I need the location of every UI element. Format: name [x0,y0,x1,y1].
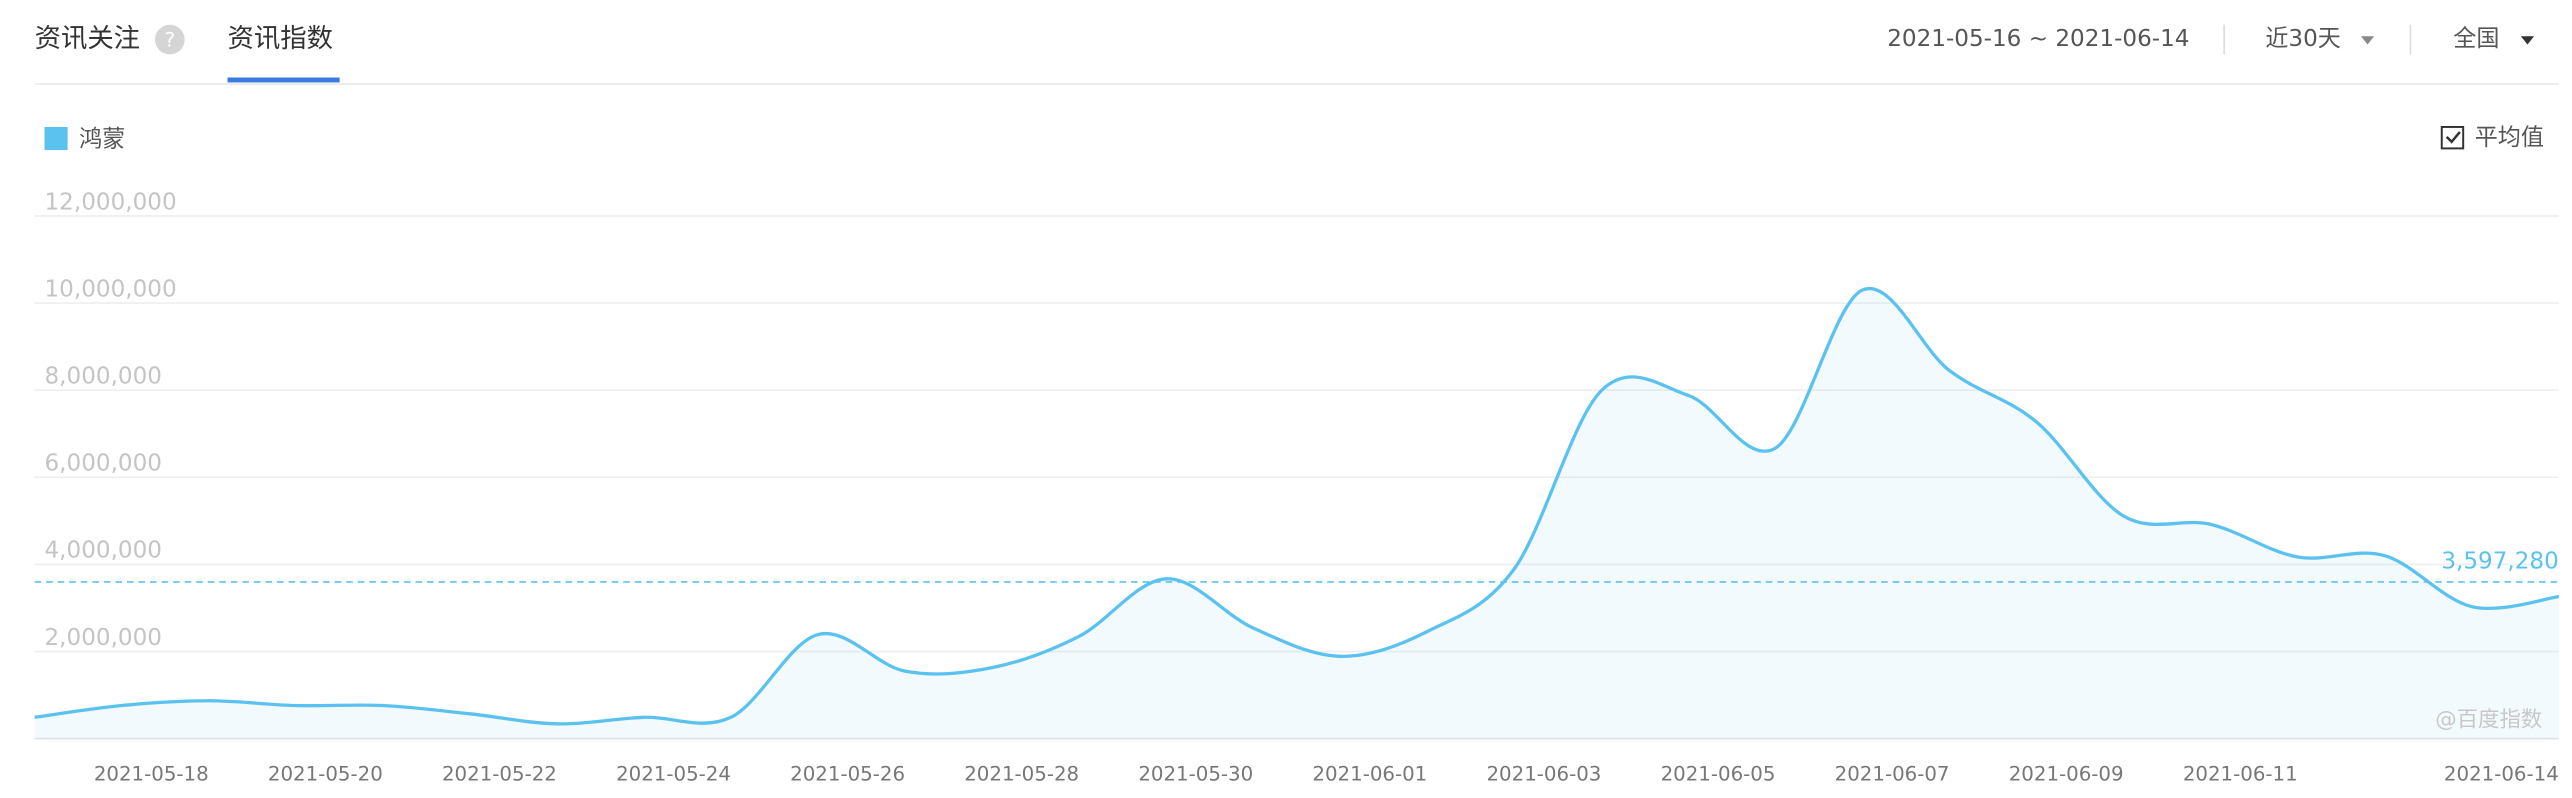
y-tick-label: 4,000,000 [45,538,162,564]
x-tick-label: 2021-06-14 [2444,762,2559,785]
x-tick-label: 2021-05-20 [268,762,383,785]
tab[interactable]: 资讯关注 [35,24,140,54]
x-tick-label: 2021-05-18 [94,762,209,785]
dropdown-arrow [2520,36,2535,45]
x-tick-label: 2021-06-05 [1661,762,1776,785]
y-tick-label: 2,000,000 [45,625,162,651]
period-select[interactable]: 近30天 [2265,26,2341,52]
x-tick-label: 2021-06-07 [1835,762,1950,785]
dropdown-arrow [2360,36,2375,45]
region-select[interactable]: 全国 [2453,26,2499,52]
tab-underline [227,77,340,83]
x-tick-label: 2021-06-03 [1486,762,1601,785]
x-tick-label: 2021-05-24 [616,762,731,785]
y-tick-label: 12,000,000 [45,189,177,215]
line-series [34,286,2560,726]
help-icon[interactable] [154,24,185,55]
checkbox[interactable] [2440,125,2465,150]
x-tick-label: 2021-05-30 [1138,762,1253,785]
legend-swatch [44,126,68,151]
y-tick-label: 10,000,000 [45,276,177,302]
x-tick-label: 2021-05-22 [442,762,557,785]
x-tick-label: 2021-06-11 [2183,762,2298,785]
x-tick-label: 2021-05-28 [964,762,1079,785]
legend-label[interactable]: 鸿蒙 [79,127,125,153]
line-area [34,288,2559,739]
average-toggle[interactable]: 平均值 [2475,125,2544,151]
x-tick-label: 2021-06-01 [1312,762,1427,785]
help-icon-glyph: ? [165,29,176,52]
y-tick-label: 6,000,000 [45,451,162,477]
watermark: @百度指数 [2435,708,2542,733]
average-label: 3,597,280 [2441,549,2558,575]
checkbox-check [2445,131,2461,144]
x-tick-label: 2021-05-26 [790,762,905,785]
date-range[interactable]: 2021-05-16 ~ 2021-06-14 [1887,26,2189,52]
x-tick-label: 2021-06-09 [2009,762,2124,785]
tab-active[interactable]: 资讯指数 [228,24,333,54]
y-tick-label: 8,000,000 [45,364,162,390]
